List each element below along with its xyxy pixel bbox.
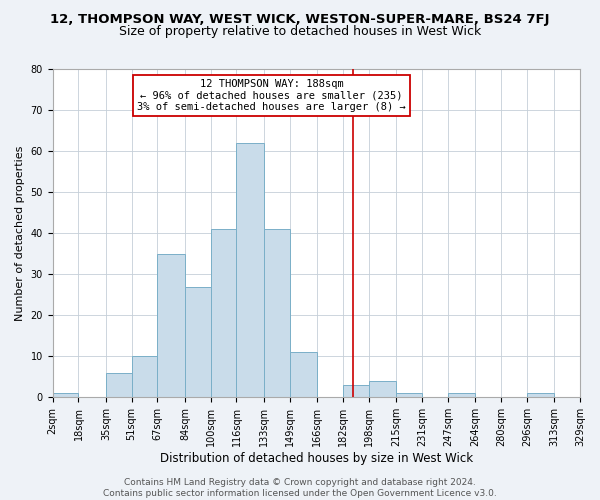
- Bar: [527, 393, 554, 398]
- Bar: [106, 372, 131, 398]
- Bar: [369, 381, 396, 398]
- Bar: [53, 393, 79, 398]
- X-axis label: Distribution of detached houses by size in West Wick: Distribution of detached houses by size …: [160, 452, 473, 465]
- Bar: [343, 385, 369, 398]
- Bar: [236, 143, 264, 398]
- Bar: [448, 393, 475, 398]
- Text: 12, THOMPSON WAY, WEST WICK, WESTON-SUPER-MARE, BS24 7FJ: 12, THOMPSON WAY, WEST WICK, WESTON-SUPE…: [50, 12, 550, 26]
- Bar: [185, 286, 211, 398]
- Bar: [290, 352, 317, 398]
- Text: 12 THOMPSON WAY: 188sqm
← 96% of detached houses are smaller (235)
3% of semi-de: 12 THOMPSON WAY: 188sqm ← 96% of detache…: [137, 79, 406, 112]
- Bar: [157, 254, 185, 398]
- Bar: [211, 229, 236, 398]
- Bar: [264, 229, 290, 398]
- Y-axis label: Number of detached properties: Number of detached properties: [15, 146, 25, 321]
- Bar: [131, 356, 157, 398]
- Bar: [396, 393, 422, 398]
- Text: Size of property relative to detached houses in West Wick: Size of property relative to detached ho…: [119, 25, 481, 38]
- Text: Contains HM Land Registry data © Crown copyright and database right 2024.
Contai: Contains HM Land Registry data © Crown c…: [103, 478, 497, 498]
